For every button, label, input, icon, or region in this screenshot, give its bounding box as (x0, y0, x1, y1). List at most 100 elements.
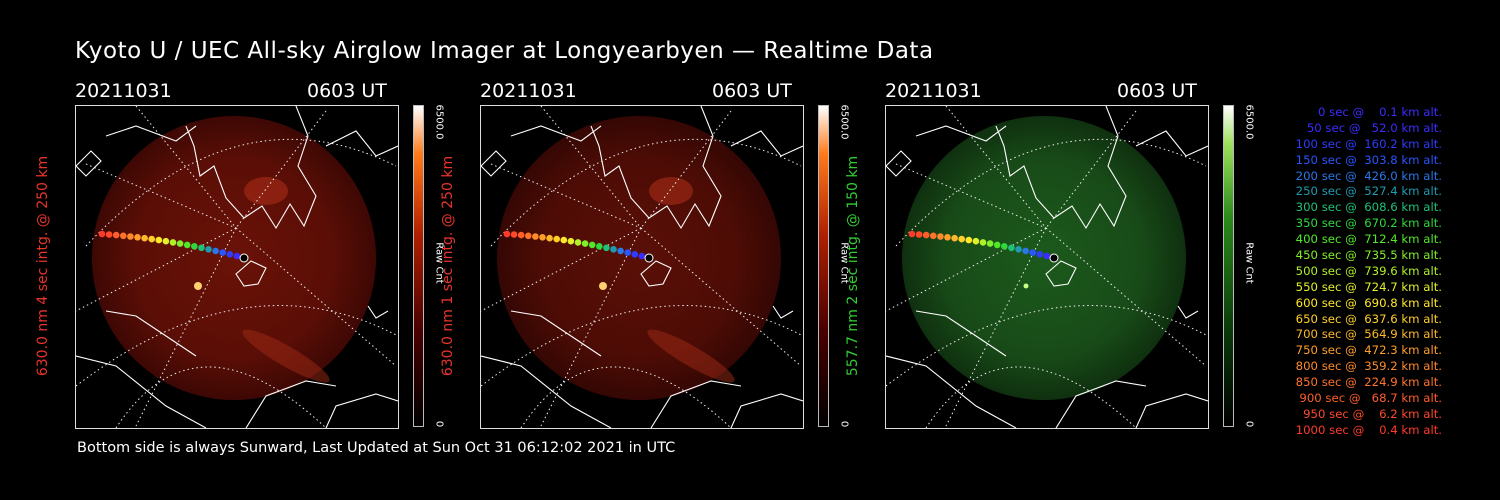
legend-row: 150 sec @ 303.8 km alt. (1291, 152, 1442, 167)
trajectory-point (141, 234, 148, 242)
bright-spot (194, 282, 202, 290)
coastline (1135, 130, 1208, 157)
coastline (1135, 393, 1208, 428)
coastline (105, 125, 197, 142)
altitude-legend: 0 sec @ 0.1 km alt. 50 sec @ 52.0 km alt… (1262, 105, 1442, 439)
page-title: Kyoto U / UEC All-sky Airglow Imager at … (75, 38, 934, 64)
trajectory-point (944, 234, 951, 241)
grid-line (886, 305, 1208, 387)
grid-line (945, 227, 1047, 427)
trajectory-point (112, 231, 120, 239)
airglow-panel-557nm-2sec: 20211031 0603 UT 557.7 nm 2 sec intg. @ … (845, 80, 1275, 432)
grid-line (1045, 227, 1207, 367)
legend-row: 500 sec @ 739.6 km alt. (1291, 263, 1442, 278)
colorbar-max: 6500.0 (433, 104, 445, 140)
coastline (730, 130, 803, 157)
trajectory-point (212, 247, 219, 255)
colorbar (818, 105, 829, 427)
grid-line (76, 305, 398, 387)
trajectory-point (162, 237, 170, 245)
coastline (772, 305, 794, 319)
colorbar-max: 6500.0 (1243, 104, 1255, 140)
all-sky-image (75, 105, 399, 429)
grid-line (490, 163, 642, 229)
grid-line (76, 227, 237, 312)
trajectory-point (134, 234, 141, 241)
legend-row: 100 sec @ 160.2 km alt. (1291, 136, 1442, 151)
trajectory-point (915, 231, 923, 238)
panel-time: 0603 UT (1117, 80, 1197, 102)
grid-line (895, 163, 1047, 229)
coastline (886, 150, 912, 177)
coastline (650, 380, 742, 428)
coastline (245, 380, 337, 428)
panel-ylabel: 557.7 nm 2 sec intg. @ 150 km (845, 155, 861, 377)
trajectory-point (503, 230, 511, 238)
legend-row: 950 sec @ 6.2 km alt. (1299, 406, 1442, 421)
coastline (1045, 260, 1077, 287)
trajectory-point (1029, 249, 1036, 256)
grid-line (945, 106, 1047, 229)
legend-row: 350 sec @ 670.2 km alt. (1291, 216, 1442, 231)
coastline (76, 355, 207, 428)
trajectory-point (1008, 244, 1015, 252)
legend-row: 300 sec @ 608.6 km alt. (1291, 200, 1442, 215)
trajectory-point (233, 252, 241, 260)
trajectory-point (993, 241, 1001, 249)
trajectory-point (951, 234, 958, 242)
coastline (1177, 305, 1199, 319)
sky-disk (92, 116, 376, 400)
trajectory-point (525, 232, 532, 240)
legend-row: 700 sec @ 564.9 km alt. (1291, 327, 1442, 342)
trajectory-point (98, 230, 106, 238)
airglow-patch (647, 329, 735, 383)
coastline (995, 106, 1127, 230)
trajectory-point (1001, 243, 1008, 250)
airglow-patch (649, 177, 693, 205)
trajectory-point (1015, 246, 1022, 253)
coastline (915, 125, 1007, 142)
panel-ylabel: 630.0 nm 1 sec intg. @ 250 km (440, 155, 456, 377)
trajectory-point (617, 247, 624, 255)
legend-row: 450 sec @ 735.5 km alt. (1291, 248, 1442, 263)
trajectory-point (1036, 251, 1044, 258)
legend-row: 800 sec @ 359.2 km alt. (1291, 359, 1442, 374)
coastline (185, 106, 317, 230)
trajectory-point (539, 234, 546, 241)
trajectory-point (965, 236, 973, 244)
trajectory-point (205, 246, 212, 253)
trajectory-point (517, 231, 525, 239)
trajectory-point (176, 240, 184, 247)
trajectory-point (155, 236, 163, 244)
trajectory-point (1043, 252, 1051, 260)
coastline (325, 393, 398, 428)
colorbar-min: 0 (838, 420, 850, 428)
footer-note: Bottom side is always Sunward, Last Upda… (77, 440, 676, 456)
trajectory-point (148, 235, 155, 243)
panel-date: 20211031 (480, 80, 577, 102)
trajectory-point (972, 237, 980, 245)
trajectory-point (560, 236, 568, 244)
colorbar-min: 0 (1243, 420, 1255, 428)
legend-row: 550 sec @ 724.7 km alt. (1291, 279, 1442, 294)
legend-row: 750 sec @ 472.3 km alt. (1291, 343, 1442, 358)
grid-line (85, 138, 397, 247)
trajectory-point (105, 231, 113, 238)
trajectory-point (610, 246, 617, 253)
grid-line (886, 227, 1047, 312)
coastline (76, 150, 102, 177)
trajectory-point (198, 244, 205, 252)
trajectory-point (638, 252, 646, 260)
trajectory-endpoint (1049, 253, 1059, 263)
trajectory-point (979, 239, 987, 246)
trajectory-point (937, 233, 944, 240)
legend-row: 0 sec @ 0.1 km alt. (1306, 105, 1442, 119)
colorbar-min: 0 (433, 420, 445, 428)
trajectory-point (581, 240, 589, 247)
trajectory-point (219, 249, 226, 256)
all-sky-image (885, 105, 1209, 429)
all-sky-image (480, 105, 804, 429)
colorbar (1223, 105, 1234, 427)
grid-line (135, 227, 237, 427)
panel-date: 20211031 (75, 80, 172, 102)
